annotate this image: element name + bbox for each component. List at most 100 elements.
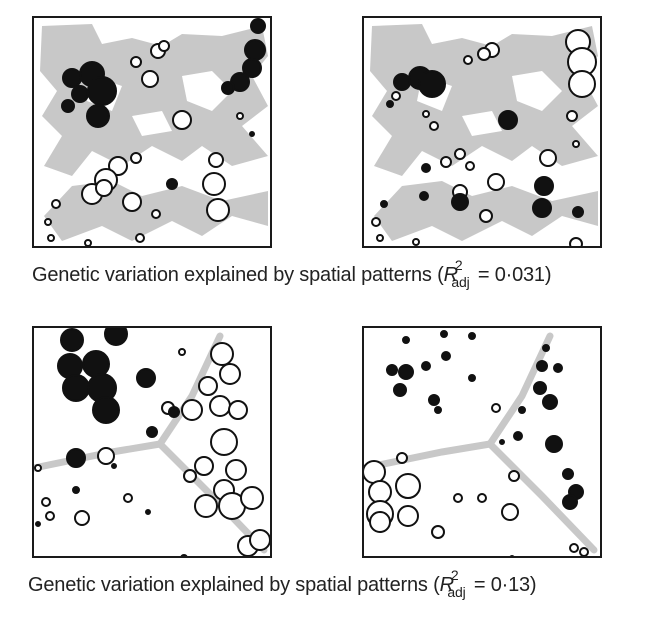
point-filled [542,394,558,410]
point-open [440,156,452,168]
point-open [151,209,161,219]
point-filled [111,463,117,469]
caption-text: Genetic variation explained by spatial p… [28,574,440,596]
data-points [34,326,271,558]
caption-top: Genetic variation explained by spatial p… [32,257,552,290]
point-open [569,543,579,553]
point-filled [562,468,574,480]
caption-text: Genetic variation explained by spatial p… [32,264,444,286]
point-open [479,209,493,223]
point-filled [242,58,262,78]
map-frame [362,16,602,248]
point-filled [380,200,388,208]
point-open [477,47,491,61]
r-superscript: 2 [454,257,463,273]
r-subscript: adj [447,584,466,600]
map-bottom-left [32,326,272,558]
point-open [412,238,420,246]
point-filled [562,494,578,510]
point-filled [532,198,552,218]
point-open [501,503,519,521]
point-open [172,110,192,130]
point-open [74,510,90,526]
point-open [202,172,226,196]
point-filled [62,374,90,402]
point-filled [250,18,266,34]
r-subscript: adj [451,274,470,290]
point-filled [518,406,526,414]
point-open [491,403,501,413]
point-filled [553,363,563,373]
point-open [429,121,439,131]
point-open [194,456,214,476]
point-open [566,110,578,122]
point-open [95,179,113,197]
point-open [123,493,133,503]
point-open [198,376,218,396]
point-open [209,395,231,417]
point-open [463,55,473,65]
point-filled [61,99,75,113]
point-open [422,110,430,118]
point-filled [386,100,394,108]
point-open [465,161,475,171]
point-filled [66,448,86,468]
point-filled [398,364,414,380]
point-filled [440,330,448,338]
point-filled [402,336,410,344]
point-filled [536,360,548,372]
point-filled [428,394,440,406]
point-filled [60,328,84,352]
data-points [362,330,589,558]
point-open [130,56,142,68]
point-filled [386,364,398,376]
point-open [572,140,580,148]
point-open [431,525,445,539]
point-open [97,447,115,465]
point-filled [249,131,255,137]
panel-bottom-right [362,326,602,558]
point-filled [72,486,80,494]
point-filled [86,104,110,128]
point-filled [468,374,476,382]
map-top-right [362,16,602,248]
point-open [453,493,463,503]
point-open [178,348,186,356]
point-open [236,112,244,120]
point-filled [221,81,235,95]
point-filled [87,76,117,106]
point-open [508,470,520,482]
point-open [44,218,52,226]
map-bottom-right [362,326,602,558]
point-open [397,505,419,527]
point-filled [545,435,563,453]
point-filled [82,350,110,378]
point-open [210,428,238,456]
point-open [183,469,197,483]
point-open [579,547,589,557]
point-open [391,91,401,101]
point-open [181,399,203,421]
point-open [371,217,381,227]
point-open [41,497,51,507]
point-open [219,363,241,385]
caption-value: = 0·031) [472,264,552,286]
point-filled [136,368,156,388]
point-open [396,452,408,464]
point-open [135,233,145,243]
point-filled [421,361,431,371]
point-filled [434,406,442,414]
point-open [141,70,159,88]
point-filled [572,206,584,218]
caption-bottom: Genetic variation explained by spatial p… [28,567,537,600]
point-filled [468,332,476,340]
point-filled [104,326,128,346]
point-filled [244,39,266,61]
point-filled [146,426,158,438]
point-open [34,464,42,472]
point-open [362,460,386,484]
point-open [47,234,55,242]
point-open [539,149,557,167]
panel-top-right [362,16,602,248]
r-superscript: 2 [450,567,459,583]
